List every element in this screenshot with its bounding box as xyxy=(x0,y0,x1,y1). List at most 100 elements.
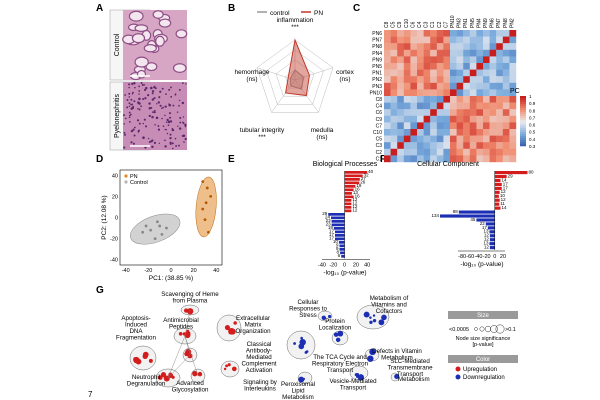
protein-localization-node xyxy=(300,336,303,340)
heatmap-cell xyxy=(430,96,437,103)
heatmap-col-label: PN10 xyxy=(450,15,456,28)
nucleus-dot xyxy=(161,107,163,110)
heatmap-cell xyxy=(436,69,444,77)
heatmap-cell xyxy=(417,109,424,116)
heatmap-cell xyxy=(430,155,437,163)
heatmap-cell xyxy=(430,63,437,70)
radar-axis-sublabel: (ns) xyxy=(316,134,327,141)
cc-down-value: 12 xyxy=(484,245,490,250)
pca-y-tick: 40 xyxy=(112,173,118,179)
nucleus-dot xyxy=(142,136,145,139)
nucleus-dot xyxy=(168,112,172,115)
nucleus-dot xyxy=(151,92,154,95)
nucleus-dot xyxy=(165,121,168,123)
heatmap-cell xyxy=(489,89,497,97)
heatmap-cell xyxy=(384,102,391,110)
cluster-label: Antimicrobial Peptides xyxy=(163,317,198,331)
heatmap-cell xyxy=(390,30,398,37)
heatmap-cell xyxy=(489,102,497,110)
colorbar-segment xyxy=(520,112,526,115)
cluster-label: Extracellular Matrix Organization xyxy=(235,315,271,335)
heatmap-cell xyxy=(403,109,411,116)
size-legend-circle xyxy=(495,324,505,334)
colorbar-segment xyxy=(520,138,526,141)
radar-legend-label: PN xyxy=(314,10,323,17)
heatmap-row-label: C10 xyxy=(373,130,382,136)
colorbar-segment xyxy=(520,128,526,131)
heatmap-cell xyxy=(390,56,398,64)
heatmap-cell xyxy=(502,56,510,64)
heatmap-cell xyxy=(463,109,470,116)
heatmap-cell xyxy=(423,82,431,90)
heatmap-cell xyxy=(450,122,457,130)
nucleus-dot xyxy=(169,120,173,123)
heatmap-cell xyxy=(417,36,424,44)
nucleus-dot xyxy=(129,114,131,117)
tubule-shape xyxy=(128,10,144,22)
nucleus-dot xyxy=(151,90,155,93)
heatmap-cell xyxy=(443,63,451,70)
protein-localization-node xyxy=(304,350,308,354)
heatmap-cell xyxy=(423,96,431,103)
cc-down-bar xyxy=(489,238,495,242)
heatmap-cell xyxy=(390,82,398,90)
nucleus-dot xyxy=(174,93,177,96)
bp-up-bar xyxy=(344,195,354,199)
pca-point-control xyxy=(158,224,162,228)
size-legend-circle xyxy=(474,327,478,331)
heatmap-cell xyxy=(502,96,510,103)
nucleus-dot xyxy=(141,83,144,87)
nucleus-dot xyxy=(128,92,131,95)
heatmap-cell xyxy=(417,115,424,123)
cc-up-bar xyxy=(494,198,500,202)
bp-up-bar xyxy=(344,209,352,213)
colorbar-segment xyxy=(520,130,526,133)
cc-down-bar xyxy=(476,218,495,222)
heatmap-cell xyxy=(417,129,424,136)
radar-axis-label: medulla xyxy=(311,127,334,134)
heatmap-cell xyxy=(496,155,503,163)
nucleus-dot xyxy=(164,145,167,148)
nucleus-dot xyxy=(177,125,179,127)
heatmap-col-label: C4 xyxy=(417,21,423,28)
bp-up-bar xyxy=(344,185,356,188)
apoptosis-node xyxy=(148,358,153,363)
heatmap-cell xyxy=(496,36,503,44)
heatmap-cell xyxy=(463,43,470,50)
cc-up-value: 11 xyxy=(500,201,505,206)
radar-axis-label: cortex xyxy=(336,69,354,76)
nucleus-dot xyxy=(178,127,182,130)
peroxisomal-node xyxy=(298,376,305,383)
nucleus-dot xyxy=(132,142,135,145)
heatmap-cell xyxy=(476,63,484,70)
nucleus-dot xyxy=(128,86,130,89)
heatmap-cell xyxy=(410,82,418,90)
heatmap-cell xyxy=(496,56,503,64)
heatmap-cell xyxy=(496,129,503,136)
nucleus-dot xyxy=(128,96,131,98)
heatmap-cell xyxy=(403,122,411,130)
heatmap-cell xyxy=(450,36,457,44)
upregulation-label: Upregulation xyxy=(463,367,497,373)
bp-x-tick: 40 xyxy=(364,263,370,269)
nucleus-dot xyxy=(131,82,134,85)
heatmap-cell xyxy=(496,89,503,97)
heatmap-col-label: PN2 xyxy=(509,18,515,28)
heatmap-cell xyxy=(502,115,510,123)
bp-up-bar xyxy=(344,178,360,181)
nucleus-dot xyxy=(166,132,169,135)
interleukins-node xyxy=(225,364,229,368)
nucleus-dot xyxy=(182,121,184,124)
heatmap-cell xyxy=(456,76,464,83)
heatmap-cell xyxy=(456,49,464,57)
nucleus-dot xyxy=(172,147,174,150)
heatmap-cell xyxy=(436,155,444,163)
nucleus-dot xyxy=(143,84,146,86)
nucleus-dot xyxy=(151,139,154,141)
heatmap-cell xyxy=(450,69,457,77)
heatmap-row-label: C7 xyxy=(376,123,383,129)
tubule-shape xyxy=(155,35,165,47)
nucleus-dot xyxy=(157,128,161,131)
pca-legend-marker xyxy=(124,180,128,184)
heatmap-col-label: PN4 xyxy=(476,18,482,28)
